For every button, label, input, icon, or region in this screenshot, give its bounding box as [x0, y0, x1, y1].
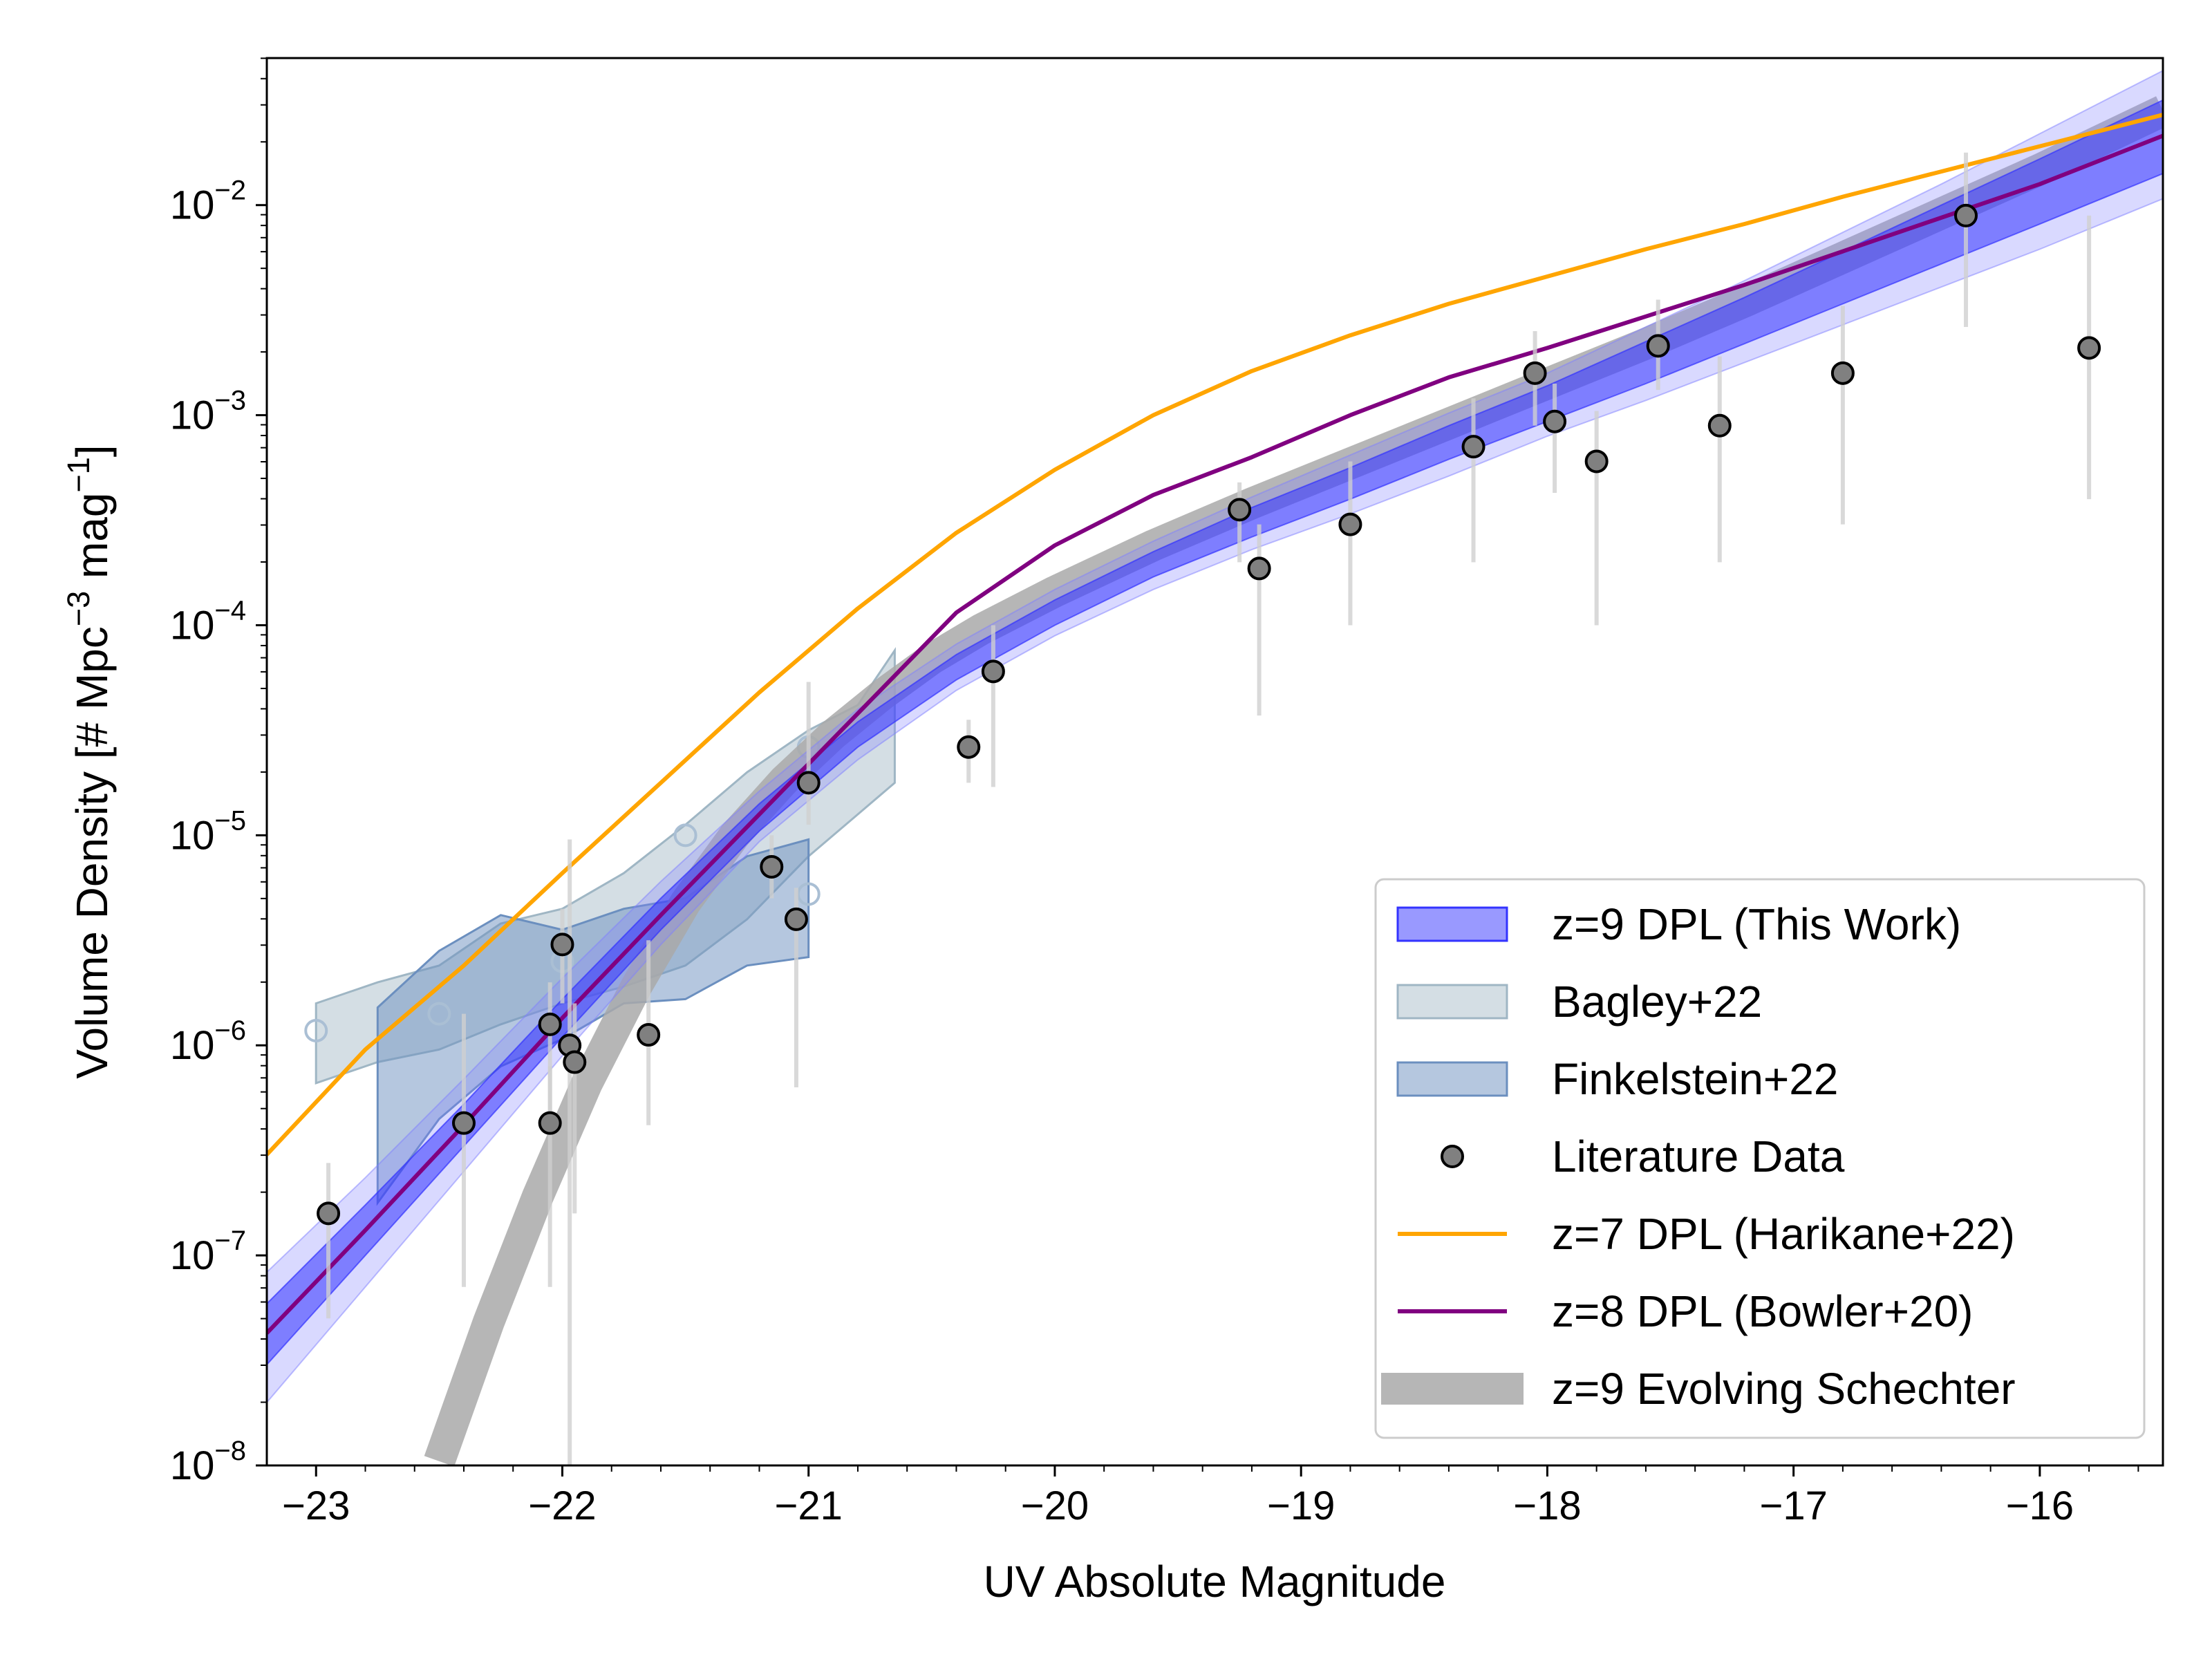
legend-swatch-this-work: [1396, 906, 1508, 942]
literature-point: [760, 854, 784, 879]
axes-frame: [265, 57, 2164, 1467]
literature-point: [1461, 435, 1485, 459]
literature-point: [796, 771, 821, 795]
x-tick-label: −19: [1267, 1483, 1335, 1528]
legend-label: Bagley+22: [1552, 977, 1762, 1027]
literature-point: [1646, 334, 1670, 358]
literature-point: [1954, 203, 1978, 227]
literature-point: [1523, 361, 1547, 385]
literature-point: [981, 659, 1005, 684]
legend-label: z=7 DPL (Harikane+22): [1552, 1209, 2015, 1259]
literature-point: [784, 907, 808, 931]
x-axis-label: UV Absolute Magnitude: [984, 1557, 1446, 1606]
x-tick-label: −16: [2006, 1483, 2074, 1528]
harikane-curve: [267, 113, 2163, 1156]
bowler-curve: [267, 133, 2163, 1335]
legend-swatch-finkelstein: [1396, 1061, 1508, 1097]
legend-label: z=8 DPL (Bowler+20): [1552, 1286, 1973, 1336]
y-axis: 10−8 10−7 10−6 10−5 10−4 10−3 10−2: [170, 57, 267, 1488]
y-tick-label: 10−5: [170, 805, 246, 858]
y-tick-label: 10−6: [170, 1015, 246, 1068]
y-tick-label: 10−2: [170, 176, 246, 228]
legend-label: z=9 DPL (This Work): [1552, 899, 1961, 949]
plot-area: [267, 70, 2163, 1465]
literature-point: [637, 1023, 661, 1047]
legend-label: Finkelstein+22: [1552, 1054, 1838, 1104]
literature-point: [1584, 449, 1609, 474]
legend-label: Literature Data: [1552, 1132, 1845, 1181]
legend: z=9 DPL (This Work) Bagley+22 Finkelstein+…: [1374, 878, 2146, 1439]
this-work-band-1sigma: [267, 99, 2163, 1366]
y-axis-label: Volume Density [# Mpc−3 mag−1]: [61, 444, 117, 1078]
bagley-point: [673, 823, 697, 847]
literature-point: [317, 1201, 341, 1226]
x-tick-label: −17: [1759, 1483, 1827, 1528]
literature-point: [1707, 413, 1732, 438]
literature-point: [1338, 512, 1362, 536]
legend-marker-literature: [1441, 1145, 1464, 1168]
literature-point: [538, 1012, 562, 1036]
literature-point: [957, 735, 981, 759]
bagley-point: [427, 1002, 451, 1026]
x-tick-label: −20: [1021, 1483, 1089, 1528]
literature-point: [2077, 336, 2101, 360]
literature-point: [538, 1111, 562, 1135]
x-tick-label: −22: [528, 1483, 596, 1528]
y-tick-label: 10−3: [170, 386, 246, 438]
x-axis: −23 −22 −21 −20 −19 −18 −17 −16: [282, 1465, 2139, 1528]
literature-point: [451, 1111, 476, 1135]
legend-label: z=9 Evolving Schechter: [1552, 1364, 2016, 1414]
x-tick-label: −21: [775, 1483, 843, 1528]
x-tick-label: −23: [282, 1483, 350, 1528]
literature-point: [1830, 361, 1855, 385]
y-tick-label: 10−8: [170, 1436, 246, 1488]
literature-point: [1247, 556, 1271, 581]
literature-point: [1543, 409, 1567, 433]
x-tick-label: −18: [1513, 1483, 1581, 1528]
legend-swatch-bagley: [1396, 984, 1508, 1020]
literature-point: [563, 1050, 587, 1074]
literature-point: [1228, 498, 1252, 522]
bagley-point: [304, 1018, 328, 1042]
literature-point: [550, 932, 574, 957]
legend-box: [1374, 878, 2146, 1439]
y-tick-label: 10−4: [170, 595, 246, 648]
y-tick-label: 10−7: [170, 1226, 246, 1278]
